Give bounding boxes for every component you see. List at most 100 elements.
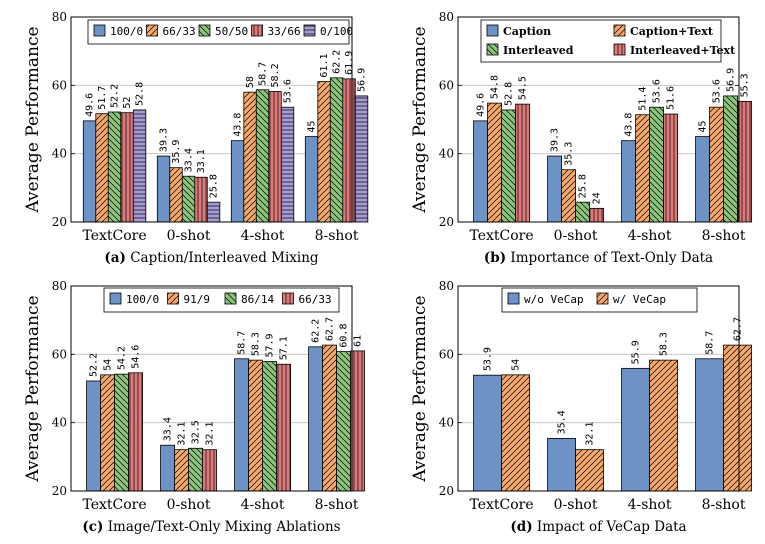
caption-tag: (a) bbox=[104, 250, 126, 266]
bar-hatch bbox=[575, 449, 604, 491]
bar-hatch bbox=[182, 176, 195, 222]
bar-hatch bbox=[174, 449, 189, 491]
bar-hatch bbox=[649, 360, 678, 491]
x-category-label: 4-shot bbox=[241, 497, 285, 513]
data-label: 32.1 bbox=[585, 422, 596, 446]
data-label: 61.1 bbox=[319, 53, 330, 77]
legend-swatch bbox=[487, 25, 498, 36]
y-tick-label: 80 bbox=[439, 279, 454, 293]
bar-hatch bbox=[336, 351, 351, 491]
y-tick-label: 40 bbox=[439, 147, 454, 161]
bar-hatch bbox=[501, 109, 516, 222]
bar-hatch bbox=[202, 449, 217, 491]
y-tick-label: 60 bbox=[439, 78, 454, 92]
legend-swatch-outline bbox=[251, 24, 263, 37]
y-axis-label: Average Performance bbox=[410, 26, 430, 213]
panel-caption: (d) Impact of VeCap Data bbox=[510, 519, 686, 535]
data-label: 58.3 bbox=[251, 332, 262, 356]
y-tick-label: 20 bbox=[439, 484, 454, 498]
legend-swatch-hatch bbox=[167, 293, 179, 304]
bar-hatch bbox=[256, 89, 269, 223]
data-label: 58.7 bbox=[258, 62, 269, 86]
legend-swatch-outline bbox=[507, 292, 520, 305]
data-label: 39.3 bbox=[159, 128, 170, 152]
y-tick-label: 80 bbox=[52, 10, 67, 24]
data-label: 58.7 bbox=[237, 331, 248, 355]
bar-hatch bbox=[589, 208, 604, 222]
data-label: 62.2 bbox=[332, 50, 343, 74]
x-category-label: TextCore bbox=[82, 228, 146, 244]
plot-frame bbox=[457, 285, 740, 492]
data-label: 56.9 bbox=[357, 68, 368, 92]
chart-panel-d: 20 40 60 80 Average Performance TextCore 53.9 5… bbox=[410, 279, 752, 535]
data-label: 62.7 bbox=[733, 317, 744, 341]
bar-hatch bbox=[330, 77, 343, 222]
legend-swatch-hatch bbox=[251, 25, 263, 36]
bar-outline bbox=[354, 95, 369, 223]
legend-swatch-outline bbox=[596, 292, 609, 305]
bar-hatch bbox=[248, 360, 263, 491]
legend-swatch-outline bbox=[303, 24, 316, 37]
bar-hatch bbox=[276, 364, 291, 491]
bar-hatch bbox=[561, 169, 576, 222]
legend-entry: Caption bbox=[503, 25, 551, 38]
bar-w-o-vecap bbox=[695, 358, 724, 491]
y-tick-label: 20 bbox=[439, 215, 454, 229]
data-label: 55.3 bbox=[740, 73, 751, 97]
caption-tag: (c) bbox=[82, 519, 103, 535]
legend-swatch-outline bbox=[109, 292, 122, 305]
data-label: 58 bbox=[245, 76, 256, 88]
legend-swatch-outline bbox=[486, 24, 499, 37]
bar-w-o-vecap bbox=[547, 438, 576, 491]
bar-hatch bbox=[281, 107, 294, 222]
legend-swatch-outline bbox=[167, 292, 179, 305]
panel-caption: (c) Image/Text-Only Mixing Ablations bbox=[82, 519, 340, 535]
legend-swatch-outline bbox=[198, 24, 211, 37]
bar-hatch bbox=[723, 345, 752, 491]
bar-caption bbox=[695, 136, 710, 222]
data-label: 60.8 bbox=[339, 324, 350, 348]
data-label: 32.1 bbox=[177, 422, 188, 446]
y-tick-label: 40 bbox=[439, 416, 454, 430]
legend-entry: 0/100 bbox=[320, 25, 353, 38]
x-category-label: 8-shot bbox=[702, 497, 746, 513]
plot-frame bbox=[70, 16, 353, 223]
legend-entry: 66/33 bbox=[299, 293, 332, 306]
bar-hatch bbox=[350, 350, 365, 491]
bar-hatch bbox=[635, 114, 650, 222]
bar-hatch bbox=[355, 95, 368, 222]
data-label: 33.4 bbox=[163, 417, 174, 441]
y-tick-label: 20 bbox=[52, 484, 67, 498]
x-category-label: 8-shot bbox=[315, 228, 359, 244]
y-axis-label: Average Performance bbox=[410, 295, 430, 482]
x-category-label: 8-shot bbox=[315, 497, 359, 513]
data-label: 58.2 bbox=[270, 63, 281, 87]
data-label: 45 bbox=[307, 121, 318, 133]
legend-swatch-outline bbox=[486, 43, 499, 56]
bar-100-0 bbox=[234, 358, 249, 491]
bar-hatch bbox=[262, 361, 277, 491]
legend-swatch-hatch bbox=[225, 293, 236, 304]
caption-text: Importance of Text-Only Data bbox=[506, 250, 713, 266]
data-label: 43.8 bbox=[233, 113, 244, 137]
data-label: 53.6 bbox=[283, 79, 294, 103]
legend-swatch-hatch bbox=[487, 44, 498, 55]
bar-w-o-vecap bbox=[473, 375, 502, 491]
data-label: 39.3 bbox=[550, 128, 561, 152]
bar-caption bbox=[547, 156, 562, 222]
y-tick-label: 60 bbox=[52, 347, 67, 361]
data-label: 25.8 bbox=[209, 174, 220, 198]
data-label: 25.8 bbox=[578, 174, 589, 198]
bar-hatch bbox=[268, 91, 282, 222]
legend-swatch-hatch bbox=[304, 25, 315, 36]
bar-hatch bbox=[108, 111, 121, 222]
data-label: 53.6 bbox=[712, 79, 723, 103]
x-category-label: TextCore bbox=[82, 497, 146, 513]
legend-swatch-outline bbox=[93, 24, 106, 37]
x-category-label: 8-shot bbox=[702, 228, 746, 244]
x-category-label: 0-shot bbox=[167, 497, 211, 513]
y-tick-label: 20 bbox=[52, 215, 67, 229]
data-label: 54.5 bbox=[518, 76, 529, 100]
